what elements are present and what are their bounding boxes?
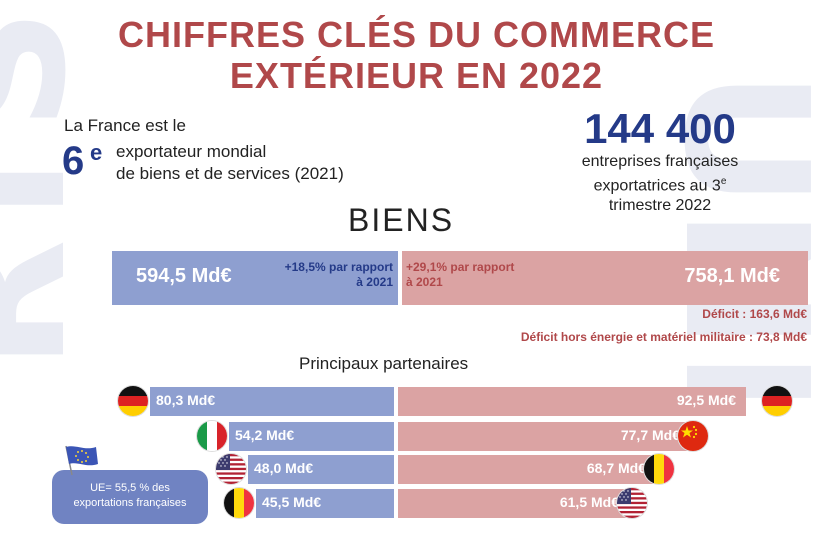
exports-growth: +18,5% par rapport à 2021 bbox=[253, 260, 393, 290]
section-title: BIENS bbox=[348, 202, 455, 238]
export-partner-bar: 45,5 Md€ bbox=[256, 489, 394, 518]
export-partner-value: 54,2 Md€ bbox=[235, 427, 295, 443]
deficit-text: Déficit : 163,6 Md€ bbox=[702, 307, 807, 321]
page-title: CHIFFRES CLÉS DU COMMERCE EXTÉRIEUR EN 2… bbox=[0, 14, 833, 96]
export-partner-bar: 80,3 Md€ bbox=[150, 387, 394, 416]
eu-note-line-1: UE= 55,5 % des bbox=[90, 482, 170, 494]
deficit-excl-text: Déficit hors énergie et matériel militai… bbox=[520, 330, 807, 344]
rank-block: La France est le 6 e exportateur mondial… bbox=[62, 114, 424, 194]
eu-note-line-2: exportations françaises bbox=[73, 497, 187, 509]
imports-value: 758,1 Md€ bbox=[684, 265, 780, 287]
export-partner-bar: 54,2 Md€ bbox=[229, 422, 394, 451]
rank-desc-line-2: de biens et de services (2021) bbox=[116, 164, 344, 183]
enterprises-line-1: entreprises françaises bbox=[581, 153, 739, 170]
import-partner-bar: 77,7 Md€ bbox=[398, 422, 690, 451]
import-partner-value: 92,5 Md€ bbox=[676, 392, 736, 408]
imports-growth: +29,1% par rapport à 2021 bbox=[406, 260, 546, 290]
china-flag-icon bbox=[678, 421, 708, 451]
enterprises-line-2-text: exportatrices au 3 bbox=[593, 177, 721, 195]
italy-flag-icon bbox=[197, 421, 227, 451]
imports-growth-line-2: à 2021 bbox=[406, 275, 443, 289]
enterprises-line-3: trimestre 2022 bbox=[608, 197, 712, 215]
import-partner-value: 68,7 Md€ bbox=[586, 460, 646, 476]
enterprises-number: 144 400 bbox=[584, 105, 736, 152]
germany-flag-icon bbox=[762, 386, 792, 416]
eu-note-text: UE= 55,5 % des exportations françaises bbox=[52, 481, 208, 511]
export-partner-value: 45,5 Md€ bbox=[262, 494, 322, 510]
import-partner-value: 61,5 Md€ bbox=[559, 494, 619, 510]
import-partner-bar: 68,7 Md€ bbox=[398, 455, 656, 484]
rank-intro: La France est le bbox=[64, 116, 186, 135]
exports-growth-line-2: à 2021 bbox=[356, 275, 393, 289]
imports-bar: +29,1% par rapport à 2021 758,1 Md€ bbox=[402, 251, 808, 305]
rank-desc-line-1: exportateur mondial bbox=[116, 142, 267, 161]
export-partner-bar: 48,0 Md€ bbox=[248, 455, 394, 484]
export-partner-value: 48,0 Md€ bbox=[254, 460, 314, 476]
belgium-flag-icon bbox=[224, 488, 254, 518]
rank-number: 6 bbox=[62, 139, 85, 183]
eu-note: UE= 55,5 % des exportations françaises bbox=[52, 470, 208, 524]
usa-flag-icon bbox=[216, 454, 246, 484]
enterprises-line-2-sup: e bbox=[720, 176, 727, 187]
rank-suffix: e bbox=[90, 140, 103, 165]
exports-growth-line-1: +18,5% par rapport bbox=[284, 260, 393, 274]
import-partner-bar: 61,5 Md€ bbox=[398, 489, 629, 518]
enterprises-line-2: exportatrices au 3e bbox=[540, 172, 780, 196]
import-partner-bar: 92,5 Md€ bbox=[398, 387, 746, 416]
imports-growth-line-1: +29,1% par rapport bbox=[406, 260, 515, 274]
exports-bar: 594,5 Md€ +18,5% par rapport à 2021 bbox=[112, 251, 398, 305]
enterprises-block: 144 400 entreprises françaises exportatr… bbox=[540, 106, 780, 216]
title-line-1: CHIFFRES CLÉS DU COMMERCE bbox=[117, 14, 715, 55]
usa-flag-icon bbox=[617, 488, 647, 518]
germany-flag-icon bbox=[118, 386, 148, 416]
import-partner-value: 77,7 Md€ bbox=[620, 427, 680, 443]
rank-description: exportateur mondial de biens et de servi… bbox=[116, 141, 436, 185]
exports-value: 594,5 Md€ bbox=[136, 265, 232, 287]
eu-flag-icon bbox=[62, 444, 100, 481]
export-partner-value: 80,3 Md€ bbox=[156, 392, 216, 408]
belgium-flag-icon bbox=[644, 454, 674, 484]
title-line-2: EXTÉRIEUR EN 2022 bbox=[229, 55, 604, 96]
enterprises-description: entreprises françaises exportatrices au … bbox=[540, 152, 780, 216]
partners-title: Principaux partenaires bbox=[299, 354, 469, 373]
